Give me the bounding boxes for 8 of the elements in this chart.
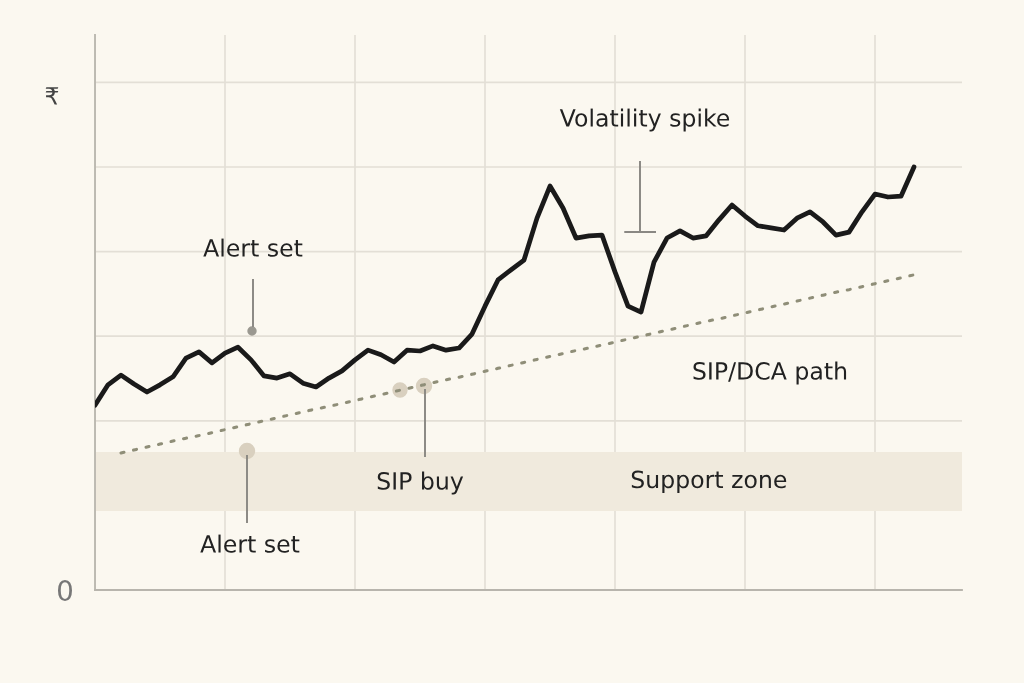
annotation: SIP/DCA path <box>693 361 847 385</box>
text: Volatility spike <box>559 108 730 132</box>
text: 0 <box>57 580 72 602</box>
band-label: Support zone <box>631 470 787 493</box>
annotation: Alert set <box>200 534 300 553</box>
annotation: Alert set <box>203 238 303 257</box>
annotation: SIP buy <box>377 471 464 495</box>
y-axis-title: ₹ <box>45 87 59 105</box>
